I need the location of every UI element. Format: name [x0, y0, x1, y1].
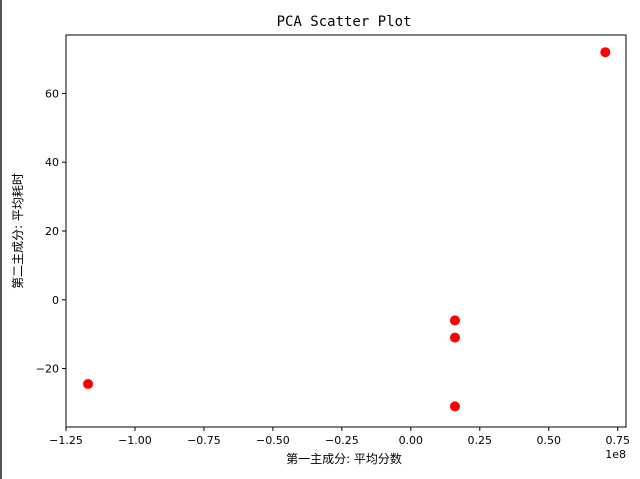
- x-axis: −1.25 −1.00 −0.75 −0.50 −0.25 0.00 0.25 0.50 0.7…: [49, 427, 630, 447]
- y-tick-label: 60: [45, 87, 59, 100]
- y-axis: −20 0 20 40 60: [36, 87, 66, 376]
- scatter-point: [449, 401, 460, 412]
- x-tick-label: 0.25: [468, 434, 493, 447]
- y-tick-label: −20: [36, 363, 59, 376]
- y-axis-label: 第二主成分: 平均耗时: [11, 173, 25, 289]
- scatter-point: [600, 47, 611, 58]
- plot-area: [65, 34, 627, 428]
- x-tick-label: 0.00: [399, 434, 424, 447]
- x-axis-offset-text: 1e8: [605, 448, 626, 461]
- scatter-point: [449, 332, 460, 343]
- y-tick-label: 20: [45, 225, 59, 238]
- chart-title: PCA Scatter Plot: [277, 14, 412, 30]
- x-tick-label: 0.50: [537, 434, 562, 447]
- x-tick-label: −0.25: [325, 434, 359, 447]
- x-tick-label: −0.75: [187, 434, 221, 447]
- scatter-point: [83, 379, 94, 390]
- x-tick-label: −1.25: [49, 434, 83, 447]
- scatter-point: [449, 315, 460, 326]
- x-tick-label: −0.50: [256, 434, 290, 447]
- data-points: [83, 47, 611, 412]
- y-tick-label: 0: [52, 294, 59, 307]
- x-tick-label: 0.75: [605, 434, 630, 447]
- window-edge: [0, 0, 2, 479]
- y-tick-label: 40: [45, 156, 59, 169]
- x-tick-label: −1.00: [118, 434, 152, 447]
- x-axis-label: 第一主成分: 平均分数: [286, 451, 402, 466]
